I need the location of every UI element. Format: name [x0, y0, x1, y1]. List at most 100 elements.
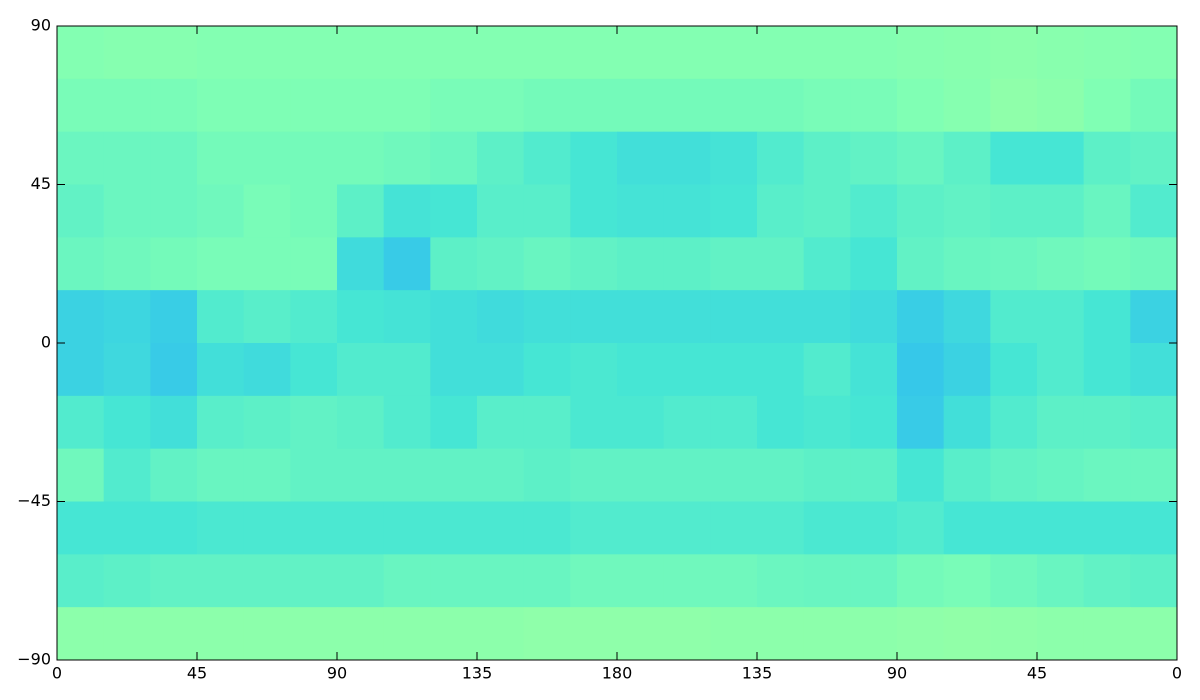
- heat-cell: [197, 448, 245, 502]
- heat-cell: [757, 237, 805, 291]
- heat-cell: [150, 343, 198, 397]
- heat-cell: [523, 184, 571, 238]
- heat-cell: [803, 607, 851, 661]
- heat-cell: [243, 290, 291, 344]
- heat-cell: [337, 26, 385, 80]
- heat-cell: [57, 26, 105, 80]
- heat-cell: [1130, 26, 1178, 80]
- heat-cell: [337, 395, 385, 450]
- heat-cell: [290, 26, 338, 80]
- heat-cell: [1130, 237, 1178, 291]
- heat-cell: [430, 78, 478, 133]
- heat-cell: [290, 395, 338, 450]
- heat-cell: [1037, 607, 1085, 661]
- heat-cell: [897, 395, 945, 450]
- heat-cell: [617, 26, 665, 80]
- heat-cell: [197, 26, 245, 80]
- heat-cell: [943, 395, 991, 450]
- heat-cell: [1130, 78, 1178, 133]
- heat-cell: [383, 290, 431, 344]
- heat-cell: [197, 554, 245, 608]
- heat-cell: [523, 26, 571, 80]
- heat-cell: [290, 501, 338, 555]
- heat-cell: [197, 290, 245, 344]
- heat-cell: [290, 607, 338, 661]
- heat-cell: [57, 448, 105, 502]
- heat-cell: [943, 78, 991, 133]
- heat-cell: [150, 26, 198, 80]
- heat-cell: [57, 131, 105, 185]
- heat-cell: [197, 78, 245, 133]
- heat-cell: [337, 343, 385, 397]
- heat-cell: [290, 290, 338, 344]
- heat-cell: [103, 395, 151, 450]
- heat-cell: [570, 184, 618, 238]
- heat-cell: [803, 290, 851, 344]
- heat-cell: [850, 26, 898, 80]
- heat-cell: [710, 78, 758, 133]
- heat-cell: [430, 237, 478, 291]
- heat-cell: [1083, 554, 1131, 608]
- heat-cell: [570, 448, 618, 502]
- heat-cell: [663, 237, 711, 291]
- heat-cell: [1083, 237, 1131, 291]
- heat-cell: [663, 554, 711, 608]
- heat-cell: [710, 131, 758, 185]
- heat-cell: [150, 184, 198, 238]
- y-tick-label: 90: [31, 16, 51, 35]
- heat-cell: [617, 237, 665, 291]
- heat-cell: [943, 501, 991, 555]
- heat-cell: [197, 395, 245, 450]
- heat-cell: [477, 131, 525, 185]
- heat-cell: [757, 26, 805, 80]
- heat-cell: [477, 448, 525, 502]
- heat-cell: [197, 237, 245, 291]
- y-tick-label: 0: [41, 333, 51, 352]
- heat-cell: [197, 184, 245, 238]
- heat-cell: [710, 26, 758, 80]
- heat-cell: [103, 448, 151, 502]
- heat-cell: [570, 237, 618, 291]
- heat-cell: [383, 26, 431, 80]
- heat-cell: [477, 554, 525, 608]
- heat-cell: [103, 607, 151, 661]
- heat-cell: [850, 131, 898, 185]
- heat-cell: [850, 290, 898, 344]
- heat-cell: [943, 343, 991, 397]
- heat-cell: [477, 26, 525, 80]
- heat-cell: [430, 395, 478, 450]
- heat-cell: [57, 184, 105, 238]
- heat-cell: [103, 26, 151, 80]
- heat-cell: [1130, 607, 1178, 661]
- heat-cell: [850, 343, 898, 397]
- heat-cell: [990, 554, 1038, 608]
- heat-cell: [803, 237, 851, 291]
- heat-cell: [757, 448, 805, 502]
- heat-cell: [663, 501, 711, 555]
- heat-cell: [150, 290, 198, 344]
- heat-cell: [337, 184, 385, 238]
- heat-cell: [570, 607, 618, 661]
- heat-cell: [243, 131, 291, 185]
- heat-cell: [243, 395, 291, 450]
- heat-cell: [710, 395, 758, 450]
- heat-cell: [243, 607, 291, 661]
- heat-cell: [757, 343, 805, 397]
- heat-cell: [430, 184, 478, 238]
- heat-cell: [990, 26, 1038, 80]
- heat-cell: [243, 501, 291, 555]
- heat-cell: [803, 78, 851, 133]
- heat-cell: [990, 395, 1038, 450]
- heat-cell: [710, 607, 758, 661]
- x-tick-label: 180: [602, 664, 633, 683]
- heat-cell: [663, 395, 711, 450]
- heat-cell: [617, 78, 665, 133]
- heat-cell: [617, 131, 665, 185]
- heat-cell: [430, 448, 478, 502]
- heat-cell: [803, 501, 851, 555]
- heat-cell: [1037, 237, 1085, 291]
- heat-cell: [757, 501, 805, 555]
- y-tick-label: 45: [31, 174, 51, 193]
- heat-cell: [850, 184, 898, 238]
- heat-cell: [243, 26, 291, 80]
